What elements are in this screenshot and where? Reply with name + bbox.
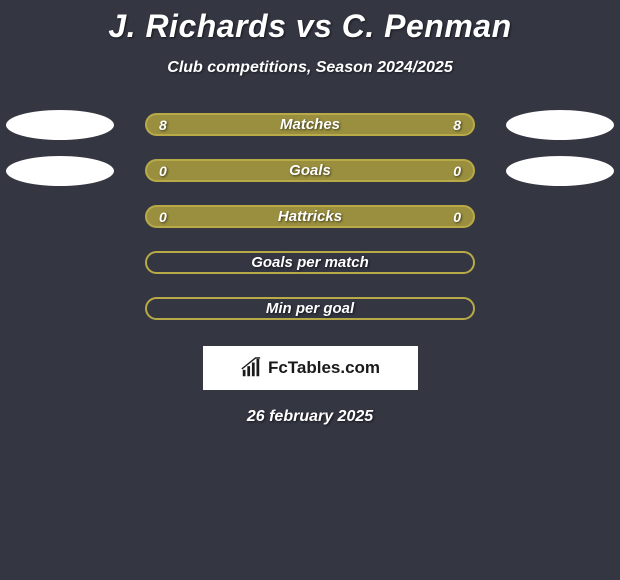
stat-bar: 0 Goals 0 <box>145 159 475 182</box>
stat-row-hattricks: 0 Hattricks 0 <box>0 205 620 228</box>
stat-row-goals-per-match: Goals per match <box>0 251 620 274</box>
chart-icon <box>240 357 262 379</box>
stat-bar: Min per goal <box>145 297 475 320</box>
logo-text: FcTables.com <box>268 358 380 378</box>
stat-right-value: 8 <box>453 117 461 133</box>
left-ellipse <box>6 110 114 140</box>
right-ellipse <box>506 110 614 140</box>
logo-box: FcTables.com <box>203 346 418 390</box>
stat-right-value: 0 <box>453 163 461 179</box>
stat-bar: 0 Hattricks 0 <box>145 205 475 228</box>
stat-row-matches: 8 Matches 8 <box>0 113 620 136</box>
stat-left-value: 0 <box>159 209 167 225</box>
comparison-container: J. Richards vs C. Penman Club competitio… <box>0 0 620 426</box>
stat-label: Goals <box>289 162 331 179</box>
stat-label: Hattricks <box>278 208 342 225</box>
stat-row-goals: 0 Goals 0 <box>0 159 620 182</box>
stat-bar: Goals per match <box>145 251 475 274</box>
page-title: J. Richards vs C. Penman <box>0 8 620 45</box>
right-ellipse <box>506 156 614 186</box>
stat-row-min-per-goal: Min per goal <box>0 297 620 320</box>
left-ellipse <box>6 156 114 186</box>
stat-bar: 8 Matches 8 <box>145 113 475 136</box>
stats-list: 8 Matches 8 0 Goals 0 0 Hattricks 0 <box>0 113 620 320</box>
stat-label: Matches <box>280 116 340 133</box>
date-text: 26 february 2025 <box>0 408 620 426</box>
stat-left-value: 8 <box>159 117 167 133</box>
stat-label: Goals per match <box>251 254 369 271</box>
page-subtitle: Club competitions, Season 2024/2025 <box>0 59 620 77</box>
stat-label: Min per goal <box>266 300 354 317</box>
stat-right-value: 0 <box>453 209 461 225</box>
stat-left-value: 0 <box>159 163 167 179</box>
